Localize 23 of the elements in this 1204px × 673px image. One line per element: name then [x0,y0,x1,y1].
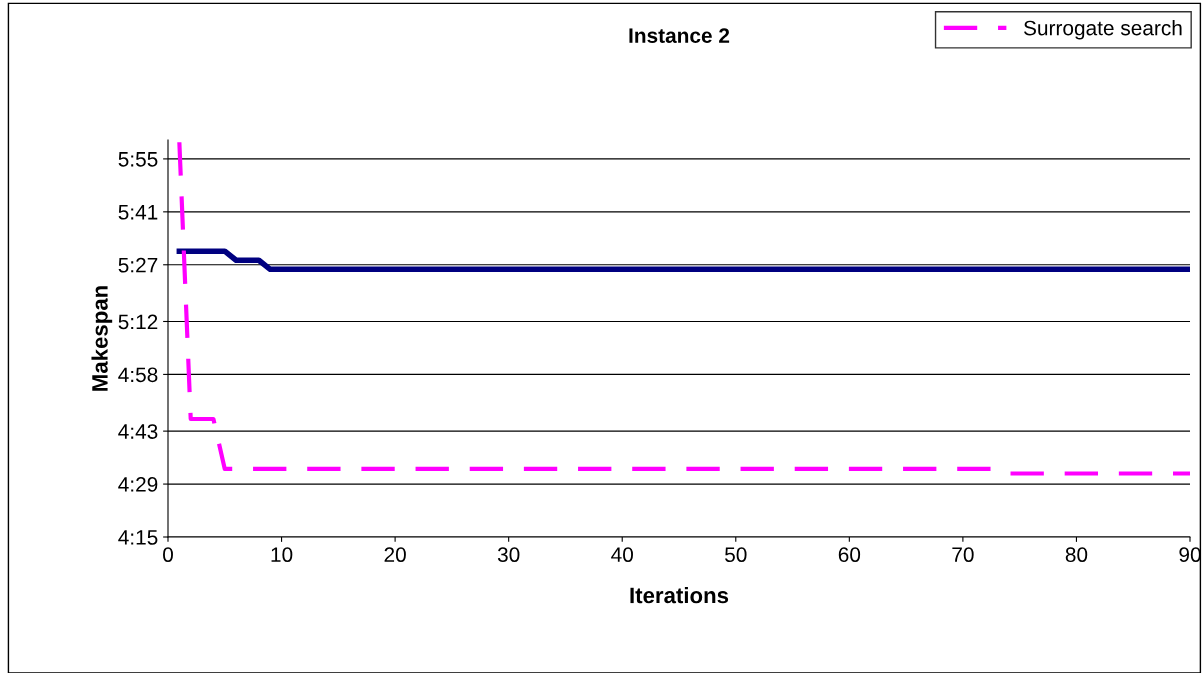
x-axis-title: Iterations [630,586,729,604]
chart-title: Instance 2 [629,28,730,43]
x-tick-label: 60 [838,547,861,563]
x-tick-label: 90 [1179,547,1201,563]
legend-label: Surrogate search [1023,20,1182,40]
y-tick-label: 4:58 [118,367,158,383]
x-tick-label: 40 [611,547,633,563]
line-series [177,140,1190,476]
x-tick-label: 50 [725,547,747,563]
x-tick-label: 20 [384,547,406,563]
x-tick-label: 30 [497,547,520,563]
y-tick-label: 4:29 [118,477,158,492]
x-tick-label: 70 [952,547,974,563]
y-tick-label: 5:27 [118,257,158,273]
y-tick-label: 5:12 [118,314,158,330]
y-tick-label: 5:55 [118,152,158,167]
y-tick-label: 4:15 [118,530,158,545]
y-tick-label: 5:41 [118,205,158,220]
x-tick-label: 80 [1065,547,1088,563]
y-tick-label: 4:43 [118,424,158,439]
x-tick-label: 0 [163,547,173,563]
y-axis-title: Makespan [91,286,113,391]
x-tick-label: 10 [271,547,293,563]
